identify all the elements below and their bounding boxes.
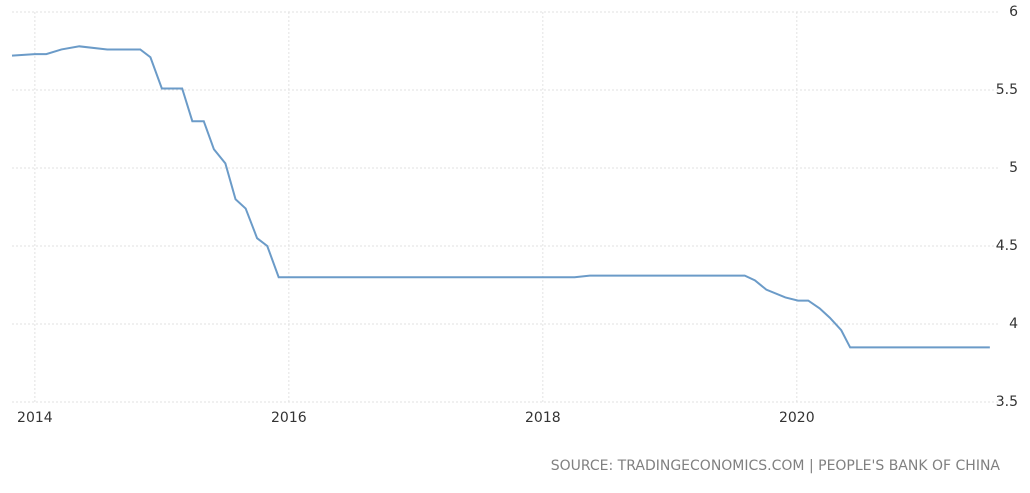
y-tick-label: 3.5 [996,394,1018,410]
data-line [11,45,990,349]
x-tick-label: 2018 [525,410,561,426]
x-tick-label: 2020 [779,410,815,426]
y-tick-label: 6 [1009,4,1018,20]
y-tick-label: 4.5 [996,238,1018,254]
x-tick-label: 2014 [17,410,53,426]
source-note: SOURCE: TRADINGECONOMICS.COM | PEOPLE'S … [551,458,1001,474]
y-tick-label: 5.5 [996,82,1018,98]
x-tick-label: 2016 [271,410,307,426]
y-tick-label: 5 [1009,160,1018,176]
y-tick-label: 4 [1009,316,1018,332]
